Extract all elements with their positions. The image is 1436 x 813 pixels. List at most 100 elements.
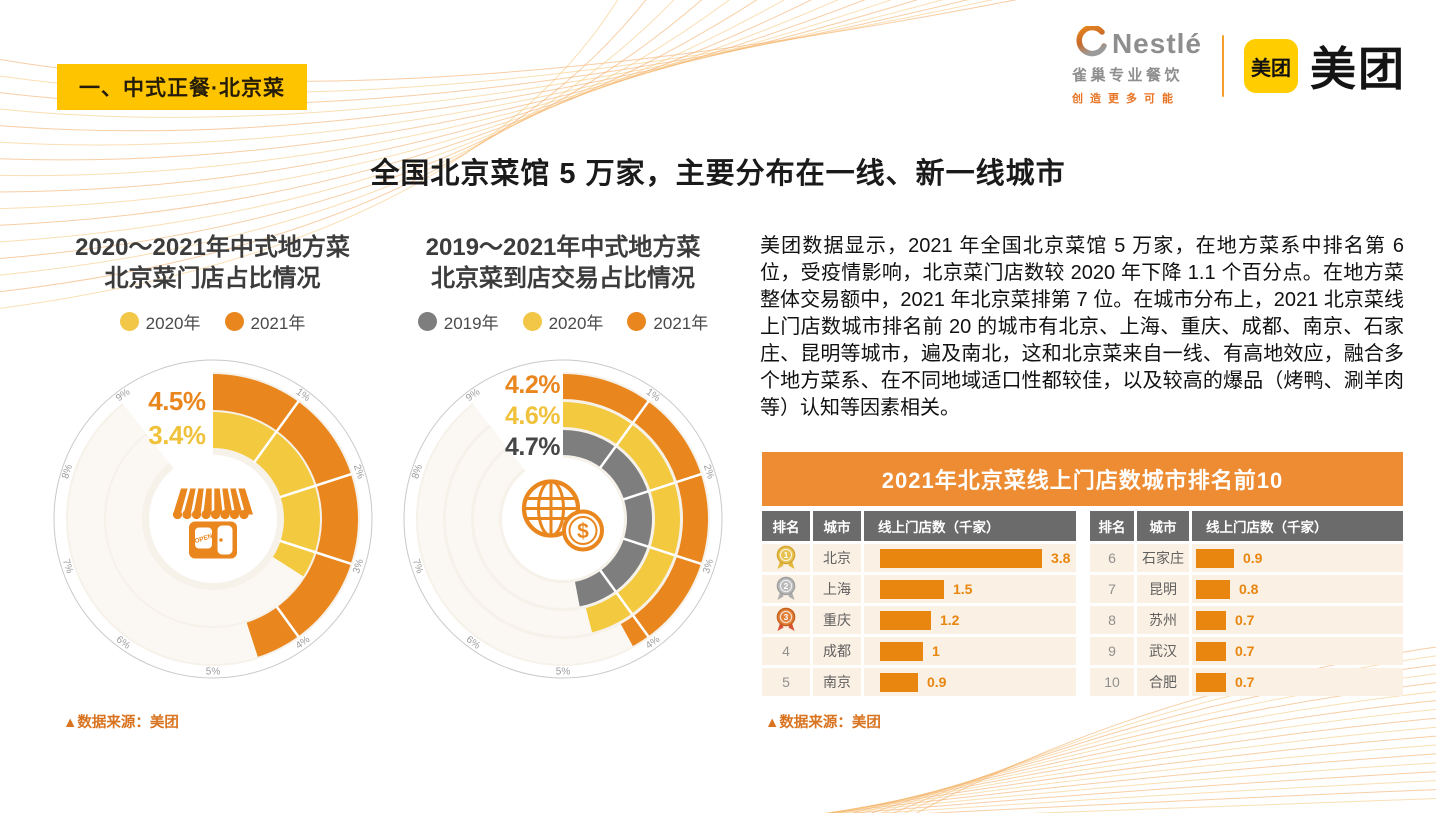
table-bar-cell: 0.7	[1192, 668, 1403, 696]
table-row-spacer	[1079, 668, 1087, 696]
legend-dot	[522, 312, 542, 331]
table-row-spacer	[1079, 606, 1087, 634]
gauge-arc-2020年	[563, 402, 680, 633]
table-bar-cell: 1	[864, 637, 1076, 665]
table-rank-cell: 4	[762, 637, 810, 665]
table-bar-cell: 1.2	[864, 606, 1076, 634]
table-bar-cell: 0.9	[864, 668, 1076, 696]
store-count-value: 1	[932, 643, 940, 659]
gauge-value-labels: 4.2% 4.6% 4.7%	[398, 370, 560, 463]
store-count-bar	[1196, 579, 1230, 599]
svg-text:2: 2	[784, 581, 789, 591]
table-city-cell: 合肥	[1137, 668, 1189, 696]
table-header-cell: 城市	[1137, 511, 1189, 541]
donut-gauge-transaction: 1% 2% 3% 4% 5% 6% 7% 8% 9% $ 4.2% 4.6% 4	[398, 354, 728, 684]
table-bar-cell: 0.7	[1192, 637, 1403, 665]
table-title: 2021年北京菜线上门店数城市排名前10	[762, 452, 1403, 506]
table-header-cell: 排名	[1090, 511, 1134, 541]
chart-title: 2019～2021年中式地方菜 北京菜到店交易占比情况	[425, 234, 701, 292]
header-logos: Nestlé 雀巢专业餐饮 创造更多可能 美团 美团	[1072, 26, 1406, 106]
gauge-arc-2019年	[563, 430, 652, 607]
table-header-cell: 排名	[762, 511, 810, 541]
gauge-value-2019年: 4.7%	[505, 433, 560, 461]
store-count-value: 0.8	[1239, 581, 1259, 597]
store-count-value: 0.7	[1235, 643, 1255, 659]
legend-label: 2020年	[145, 314, 201, 333]
nestle-wordmark: Nestlé	[1111, 28, 1202, 59]
gauge-tick-label: 7%	[59, 558, 74, 575]
table-bar-cell: 3.8	[864, 544, 1076, 572]
gauge-tick-label: 2%	[350, 463, 365, 480]
store-count-value: 1.5	[953, 581, 973, 597]
table-city-cell: 重庆	[813, 606, 861, 634]
store-count-bar	[880, 610, 931, 630]
gauge-tick-label: 2%	[701, 463, 716, 480]
store-count-bar	[1196, 610, 1226, 630]
gauge-tick-label: 5%	[205, 667, 220, 678]
data-source-note-left: ▲数据来源：美团	[63, 715, 179, 731]
legend-item-2021年: 2021年	[224, 309, 306, 334]
donut-gauge-store: 1% 2% 3% 4% 5% 6% 7% 8% 9%	[48, 354, 378, 684]
gauge-tick-label: 5%	[556, 667, 571, 678]
store-count-bar	[880, 672, 918, 692]
legend-item-2019年: 2019年	[417, 309, 499, 334]
table-bar-cell: 0.9	[1192, 544, 1403, 572]
store-count-value: 0.7	[1235, 674, 1255, 690]
chart-transaction-share: 2019～2021年中式地方菜 北京菜到店交易占比情况 2019年 2020年 20…	[393, 232, 733, 684]
table-grid: 排名 城市 线上门店数（千家） 排名 城市 线上门店数（千家） 1 北京 3.8 6 石家庄 0.9 2…	[762, 511, 1403, 696]
table-header-cell: 线上门店数（千家）	[1192, 511, 1403, 541]
legend-item-2020年: 2020年	[119, 309, 201, 334]
data-source-note-right: ▲数据来源：美团	[765, 715, 881, 731]
store-count-bar	[880, 641, 923, 661]
table-city-cell: 昆明	[1137, 575, 1189, 603]
gauge-value-labels: 4.5% 3.4%	[48, 384, 206, 452]
table-city-cell: 北京	[813, 544, 861, 572]
page-title: 全国北京菜馆 5 万家，主要分布在一线、新一线城市	[370, 158, 1066, 190]
store-count-bar	[880, 579, 944, 599]
legend-item-2021年: 2021年	[627, 309, 708, 334]
table-city-cell: 武汉	[1137, 637, 1189, 665]
table-row-spacer	[1079, 544, 1087, 572]
table-rank-cell: 2	[762, 575, 810, 603]
store-count-value: 0.9	[1243, 550, 1263, 566]
table-rank-cell: 5	[762, 668, 810, 696]
legend-dot	[119, 312, 139, 331]
store-count-value: 1.2	[940, 612, 960, 628]
store-count-bar	[1196, 641, 1226, 661]
gauge-svg: 1%2%3%4%5%6%7%8%9%	[53, 359, 372, 679]
gauge-arc-2021年	[563, 374, 709, 647]
table-rank-cell: 3	[762, 606, 810, 634]
table-city-cell: 南京	[813, 668, 861, 696]
table-bar-cell: 0.7	[1192, 606, 1403, 634]
table-city-cell: 成都	[813, 637, 861, 665]
medal-bronze-icon: 3	[776, 607, 796, 631]
svg-text:1: 1	[784, 550, 789, 560]
table-row-spacer	[1079, 575, 1087, 603]
legend-label: 2020年	[548, 314, 604, 333]
gauge-tick-label: 7%	[410, 558, 425, 575]
table-city-cell: 石家庄	[1137, 544, 1189, 572]
gauge-value-2020年: 3.4%	[148, 420, 206, 450]
table-bar-cell: 1.5	[864, 575, 1076, 603]
store-count-bar	[1196, 548, 1234, 568]
logo-divider	[1222, 35, 1224, 97]
table-header-cell: 城市	[813, 511, 861, 541]
chart-store-share: 2020～2021年中式地方菜 北京菜门店占比情况 2020年 2021年 1% 2…	[45, 232, 380, 684]
gauge-tick-label: 8%	[410, 463, 425, 480]
chart-legend: 2020年 2021年	[45, 309, 380, 334]
chart-title: 2020～2021年中式地方菜 北京菜门店占比情况	[75, 234, 350, 292]
gauge-tick-label: 3%	[351, 558, 366, 575]
table-rank-cell: 6	[1090, 544, 1134, 572]
table-city-cell: 苏州	[1137, 606, 1189, 634]
gauge-value-2020年: 4.6%	[505, 402, 560, 430]
svg-text:$: $	[577, 520, 589, 543]
medal-silver-icon: 2	[776, 576, 796, 600]
store-count-bar	[880, 548, 1042, 568]
table-rank-cell: 9	[1090, 637, 1134, 665]
legend-label: 2019年	[443, 314, 499, 333]
nestle-tagline: 创造更多可能	[1071, 93, 1180, 105]
legend-label: 2021年	[250, 314, 306, 333]
legend-label: 2021年	[653, 314, 709, 333]
legend-dot	[224, 312, 244, 331]
